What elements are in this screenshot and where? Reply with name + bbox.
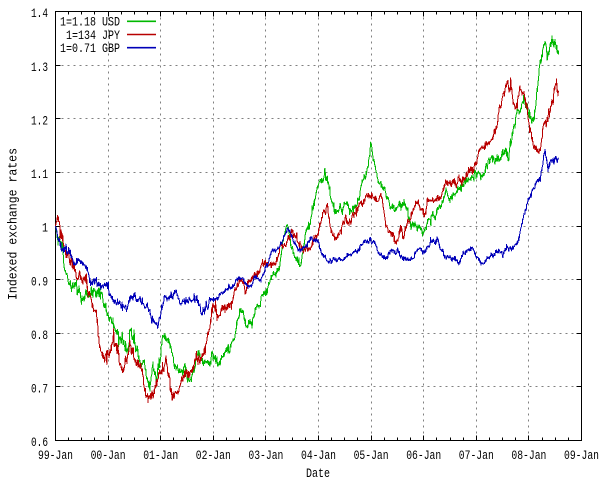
svg-text:01-Jan: 01-Jan xyxy=(143,448,178,463)
svg-text:1.2: 1.2 xyxy=(31,113,48,128)
svg-text:1.4: 1.4 xyxy=(31,6,48,21)
svg-text:1.1: 1.1 xyxy=(31,167,48,182)
svg-text:Date: Date xyxy=(306,466,330,480)
svg-text:0.6: 0.6 xyxy=(31,435,48,450)
svg-text:1=1.18 USD: 1=1.18 USD xyxy=(60,15,120,30)
svg-text:06-Jan: 06-Jan xyxy=(406,448,441,463)
svg-text:1.3: 1.3 xyxy=(31,60,48,75)
svg-text:08-Jan: 08-Jan xyxy=(511,448,546,463)
svg-text:1: 1 xyxy=(42,221,48,236)
svg-text:03-Jan: 03-Jan xyxy=(248,448,283,463)
svg-text:0.7: 0.7 xyxy=(31,382,48,397)
svg-text:1=134 JPY: 1=134 JPY xyxy=(66,28,120,43)
svg-text:07-Jan: 07-Jan xyxy=(459,448,494,463)
svg-text:09-Jan: 09-Jan xyxy=(564,448,599,463)
svg-text:02-Jan: 02-Jan xyxy=(196,448,231,463)
svg-text:0.8: 0.8 xyxy=(31,328,48,343)
svg-text:1=0.71 GBP: 1=0.71 GBP xyxy=(60,41,120,56)
svg-text:99-Jan: 99-Jan xyxy=(38,448,73,463)
svg-text:00-Jan: 00-Jan xyxy=(91,448,126,463)
svg-text:05-Jan: 05-Jan xyxy=(354,448,389,463)
svg-text:0.9: 0.9 xyxy=(31,274,48,289)
svg-text:04-Jan: 04-Jan xyxy=(301,448,336,463)
svg-text:Indexed exchange rates: Indexed exchange rates xyxy=(6,148,21,300)
